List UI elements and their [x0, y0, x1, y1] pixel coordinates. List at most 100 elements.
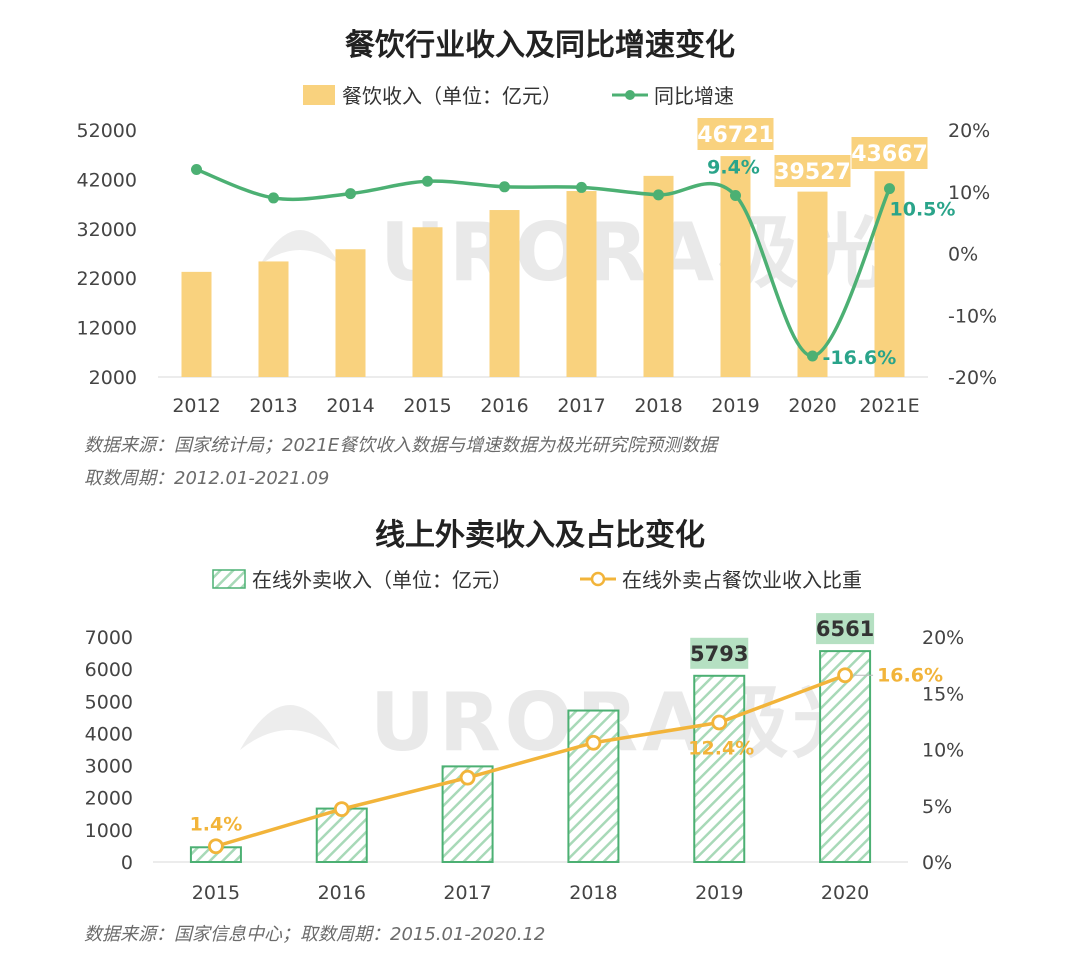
x-axis-tick: 2017 — [557, 395, 605, 417]
share-point-2020 — [837, 667, 853, 684]
bar-2020 — [819, 650, 872, 863]
growth-value-label: 9.4% — [707, 156, 760, 178]
growth-value-label: -16.6% — [823, 347, 897, 369]
bar-2012 — [181, 271, 212, 377]
legend-line-label: 同比增速 — [654, 84, 734, 108]
share-point-2016 — [333, 801, 350, 818]
bar-2013 — [258, 261, 289, 377]
bar-2017 — [566, 191, 597, 377]
chart2-source-line: 数据来源：国家信息中心；取数周期：2015.01-2020.12 — [84, 924, 546, 945]
growth-point-2019 — [730, 189, 741, 201]
bar-label-box — [774, 155, 851, 187]
bar-label-box — [697, 118, 774, 150]
bar-label-box — [851, 137, 928, 169]
right-axis-tick: 5% — [922, 796, 952, 818]
share-value-label: 16.6% — [877, 664, 943, 686]
left-axis-tick: 42000 — [77, 169, 137, 191]
x-axis-tick: 2019 — [695, 882, 743, 904]
share-point-2015 — [208, 838, 224, 855]
left-axis-tick: 1000 — [85, 820, 133, 842]
watermark-logo-icon — [240, 705, 340, 750]
growth-point-2012 — [191, 164, 202, 176]
right-axis-tick: 15% — [922, 683, 964, 705]
x-axis-tick: 2020 — [788, 395, 836, 417]
legend-bar-swatch — [212, 569, 246, 589]
left-axis-tick: 3000 — [85, 756, 133, 778]
right-axis-tick: -10% — [948, 305, 997, 327]
right-axis-tick: 0% — [948, 244, 978, 266]
share-point-2017 — [459, 769, 476, 786]
share-point-2019 — [711, 714, 728, 731]
share-point-2018 — [585, 734, 602, 751]
growth-point-2015 — [422, 175, 433, 187]
right-axis-tick: 10% — [948, 182, 990, 204]
legend-line-marker — [625, 90, 635, 100]
bar-2016 — [489, 210, 520, 377]
x-axis-tick: 2013 — [249, 395, 297, 417]
chart1-source-line-2: 取数周期：2012.01-2021.09 — [84, 468, 330, 489]
left-axis-tick: 32000 — [77, 219, 137, 241]
left-axis-tick: 0 — [121, 852, 133, 874]
bar-value-label: 6561 — [816, 617, 874, 641]
x-axis-tick: 2012 — [172, 395, 220, 417]
growth-point-2021E — [884, 183, 895, 195]
growth-point-2014 — [345, 188, 356, 200]
x-axis-tick: 2014 — [326, 395, 374, 417]
left-axis-tick: 2000 — [85, 788, 133, 810]
legend-bar-label: 餐饮收入（单位：亿元） — [342, 84, 562, 108]
bar-label-box — [690, 637, 749, 669]
left-axis-tick: 12000 — [77, 318, 137, 340]
x-axis-tick: 2015 — [403, 395, 451, 417]
growth-point-2016 — [499, 181, 510, 193]
chart2-svg: URORA极光 在线外卖收入（单位：亿元） 在线外卖占餐饮业收入比重 7000 6000… — [85, 568, 965, 904]
legend-bar-label: 在线外卖收入（单位：亿元） — [252, 568, 512, 592]
right-axis-tick: 0% — [922, 852, 952, 874]
legend-bar-swatch — [303, 85, 335, 105]
growth-point-2017 — [576, 181, 587, 193]
growth-value-label: 10.5% — [890, 199, 956, 221]
left-axis-tick: 4000 — [85, 723, 133, 745]
left-axis-tick: 52000 — [77, 120, 137, 142]
bar-2014 — [335, 249, 366, 377]
bar-2021E — [874, 171, 905, 377]
watermark-logo-icon — [260, 230, 340, 265]
legend-line-marker — [590, 571, 606, 587]
right-axis-tick: 20% — [922, 627, 964, 649]
right-axis-tick: 20% — [948, 120, 990, 142]
right-axis-tick: -20% — [948, 367, 997, 389]
share-value-label: 1.4% — [190, 813, 243, 835]
left-axis-tick: 6000 — [85, 659, 133, 681]
bar-value-label: 46721 — [697, 123, 774, 148]
x-axis-tick: 2019 — [711, 395, 759, 417]
chart1-source-line-1: 数据来源：国家统计局；2021E餐饮收入数据与增速数据为极光研究院预测数据 — [84, 435, 718, 456]
left-axis-tick: 5000 — [85, 691, 133, 713]
growth-point-2018 — [653, 189, 664, 201]
x-axis-tick: 2017 — [443, 882, 491, 904]
bar-2016 — [315, 807, 368, 863]
right-axis-tick: 10% — [922, 740, 964, 762]
bar-2015 — [412, 227, 443, 377]
share-line — [215, 673, 846, 848]
left-axis-tick: 2000 — [89, 367, 137, 389]
bar-value-label: 39527 — [774, 160, 851, 185]
x-axis-tick: 2021E — [859, 395, 919, 417]
x-axis-tick: 2018 — [634, 395, 682, 417]
left-axis-tick: 7000 — [85, 627, 133, 649]
bar-label-box — [816, 613, 875, 645]
share-value-label: 12.4% — [688, 738, 754, 760]
bar-2018 — [643, 175, 674, 377]
bar-value-label: 43667 — [851, 142, 928, 167]
bar-2020 — [797, 191, 828, 377]
x-axis-tick: 2015 — [192, 882, 240, 904]
bar-2019 — [693, 674, 746, 863]
growth-point-2020 — [807, 350, 818, 362]
bar-value-label: 5793 — [690, 642, 748, 666]
chart2-title: 线上外卖收入及占比变化 — [375, 518, 705, 553]
x-axis-tick: 2016 — [318, 882, 366, 904]
left-axis-tick: 22000 — [77, 268, 137, 290]
chart1-title: 餐饮行业收入及同比增速变化 — [345, 28, 735, 63]
legend-line-label: 在线外卖占餐饮业收入比重 — [622, 568, 862, 592]
watermark-text: URORA极光 — [370, 676, 876, 769]
x-axis-tick: 2016 — [480, 395, 528, 417]
